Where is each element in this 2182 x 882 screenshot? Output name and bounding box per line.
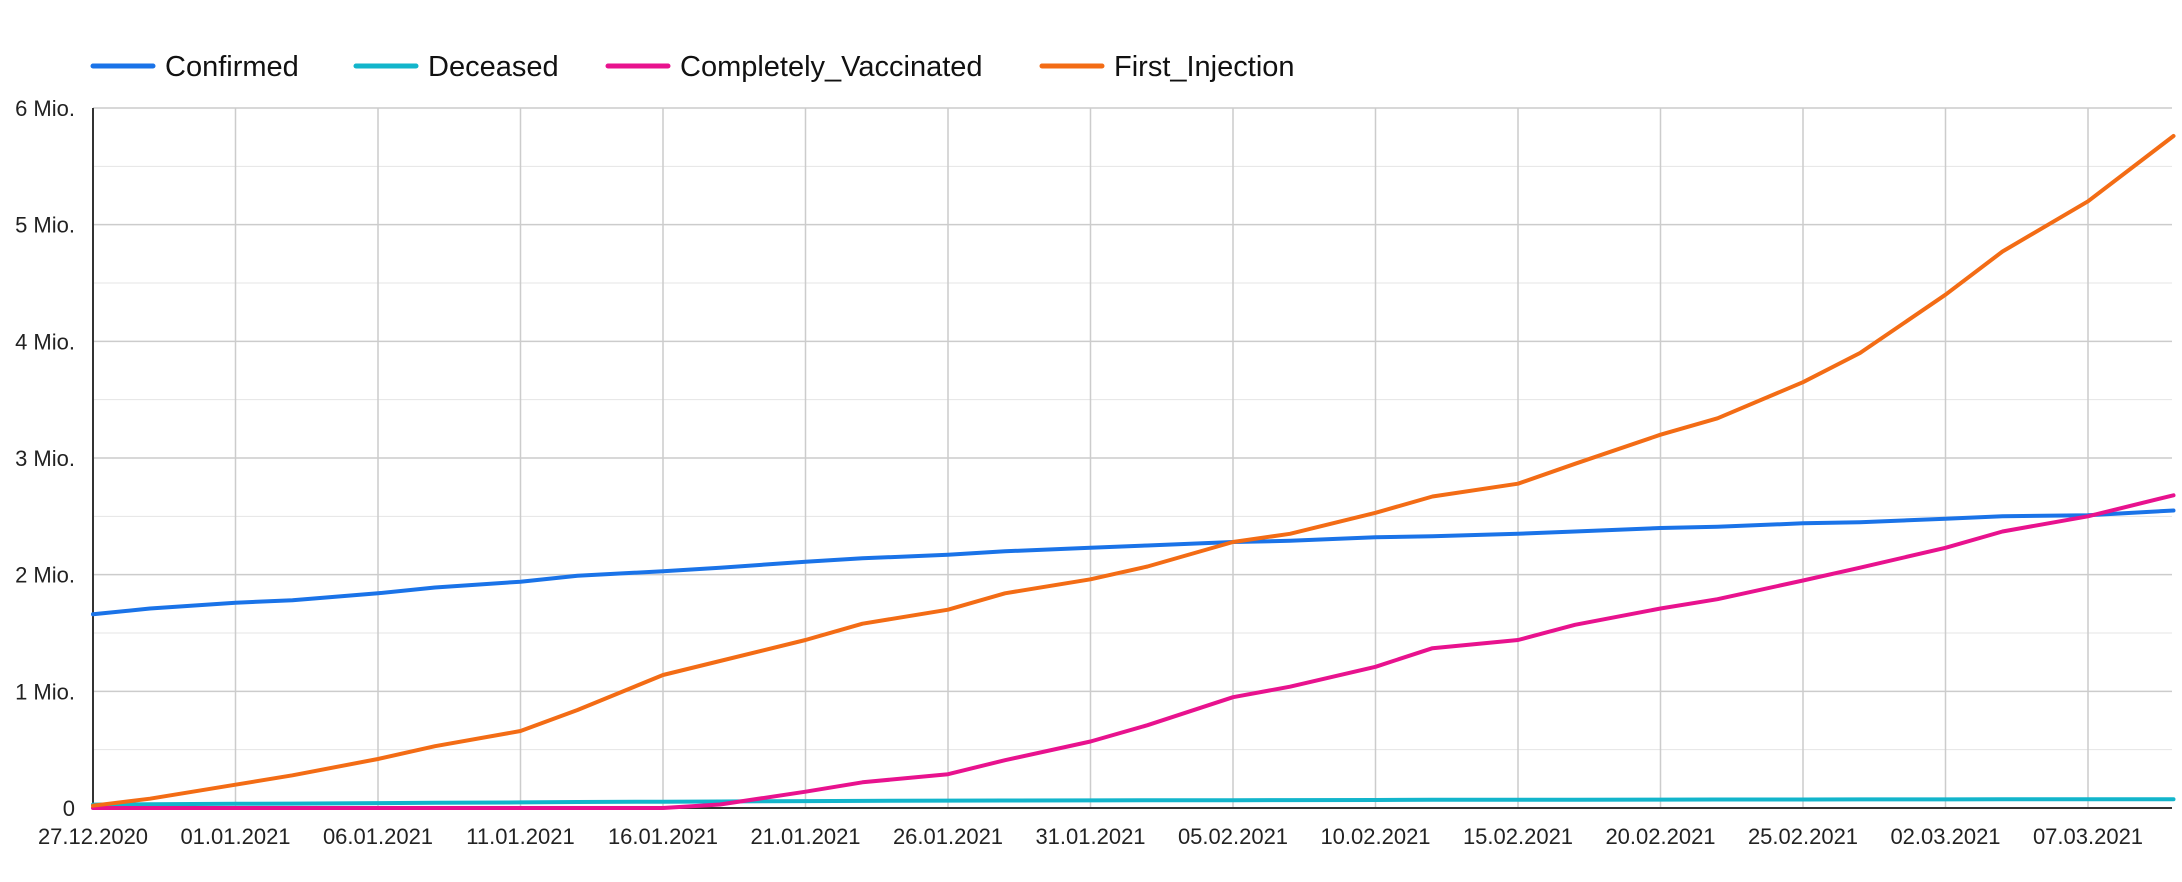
x-tick-label: 15.02.2021 — [1463, 824, 1573, 849]
legend-label: Confirmed — [165, 51, 299, 83]
axes: 0 1 Mio. 2 Mio. 3 Mio. 4 Mio. 5 Mio. 6 Mio. 27.… — [15, 96, 2172, 849]
legend-item-deceased[interactable]: Deceased — [353, 51, 559, 83]
x-tick-label: 02.03.2021 — [1890, 824, 2000, 849]
series-line-confirmed — [91, 508, 2176, 617]
series-line-completely-vaccinated — [91, 493, 2176, 810]
y-tick-label: 3 Mio. — [15, 446, 75, 471]
x-tick-label: 10.02.2021 — [1320, 824, 1430, 849]
x-tick-label: 05.02.2021 — [1178, 824, 1288, 849]
legend-item-confirmed[interactable]: Confirmed — [90, 51, 299, 83]
y-tick-label: 5 Mio. — [15, 213, 75, 238]
x-tick-label: 07.03.2021 — [2033, 824, 2143, 849]
x-tick-label: 31.01.2021 — [1035, 824, 1145, 849]
grid — [93, 107, 2172, 808]
legend-label: Completely_Vaccinated — [680, 51, 983, 83]
legend-label: Deceased — [428, 51, 559, 83]
y-tick-label: 1 Mio. — [15, 679, 75, 704]
x-tick-label: 16.01.2021 — [608, 824, 718, 849]
y-tick-label: 2 Mio. — [15, 563, 75, 588]
legend-item-first-injection[interactable]: First_Injection — [1039, 51, 1295, 83]
y-tick-label: 6 Mio. — [15, 96, 75, 121]
x-tick-label: 11.01.2021 — [466, 824, 574, 849]
x-tick-label: 25.02.2021 — [1748, 824, 1858, 849]
legend-item-completely-vaccinated[interactable]: Completely_Vaccinated — [605, 51, 983, 83]
series-line-deceased — [91, 797, 2176, 807]
x-tick-label: 27.12.2020 — [38, 824, 148, 849]
x-tick-label: 06.01.2021 — [323, 824, 433, 849]
x-tick-label: 26.01.2021 — [893, 824, 1003, 849]
x-tick-label: 20.02.2021 — [1605, 824, 1715, 849]
series-layer — [91, 134, 2176, 810]
series-line-first-injection — [91, 134, 2176, 808]
x-tick-label: 01.01.2021 — [180, 824, 290, 849]
legend-label: First_Injection — [1114, 51, 1295, 83]
x-tick-label: 21.01.2021 — [750, 824, 860, 849]
y-tick-label: 4 Mio. — [15, 329, 75, 354]
y-tick-label: 0 — [63, 796, 75, 821]
legend: Confirmed Deceased Completely_Vaccinated Fi… — [90, 51, 1295, 83]
